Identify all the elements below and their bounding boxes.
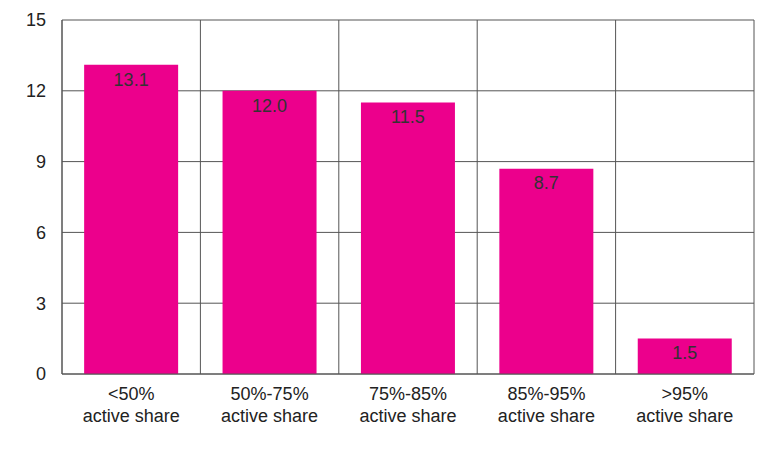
- svg-text:>95%active share: >95%active share: [636, 384, 733, 426]
- svg-text:12.0: 12.0: [252, 96, 287, 116]
- svg-text:8.7: 8.7: [534, 173, 559, 193]
- svg-text:15: 15: [26, 10, 46, 30]
- svg-text:0: 0: [36, 364, 46, 384]
- svg-text:3: 3: [36, 294, 46, 314]
- svg-text:9: 9: [36, 152, 46, 172]
- svg-text:75%-85%active share: 75%-85%active share: [359, 384, 456, 426]
- svg-text:13.1: 13.1: [114, 70, 149, 90]
- svg-text:85%-95%active share: 85%-95%active share: [498, 384, 595, 426]
- svg-text:12: 12: [26, 81, 46, 101]
- svg-text:<50%active share: <50%active share: [83, 384, 180, 426]
- svg-text:50%-75%active share: 50%-75%active share: [221, 384, 318, 426]
- svg-text:6: 6: [36, 223, 46, 243]
- svg-text:1.5: 1.5: [672, 343, 697, 363]
- svg-text:11.5: 11.5: [391, 107, 425, 127]
